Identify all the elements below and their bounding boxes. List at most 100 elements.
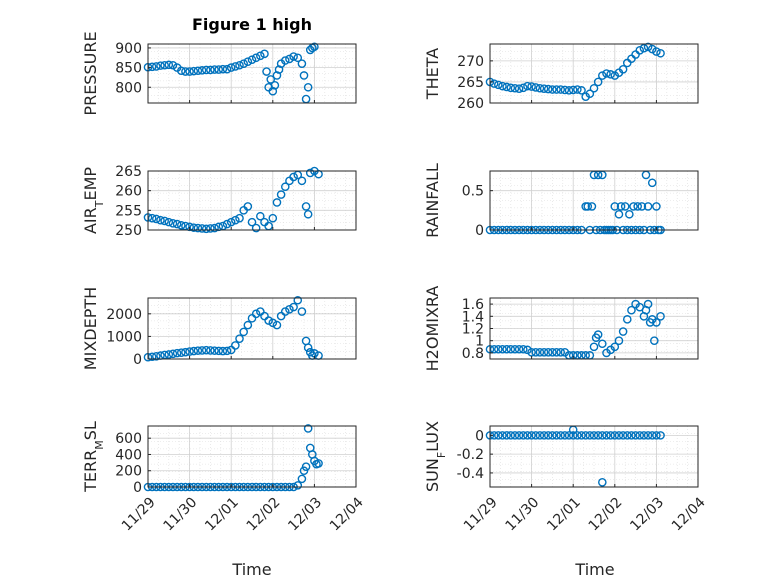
data-point xyxy=(301,462,311,471)
data-point xyxy=(598,71,607,80)
data-point xyxy=(164,350,174,359)
data-point xyxy=(510,431,520,440)
data-point xyxy=(518,344,528,354)
subplot-2: 250 255 260 265 AIRTEMP xyxy=(81,164,357,239)
data-point xyxy=(305,168,315,178)
data-point xyxy=(181,67,190,76)
data-point xyxy=(264,316,273,325)
data-point xyxy=(160,60,169,70)
subplot-0: 800 850 900 PRESSURE xyxy=(81,31,357,116)
data-point xyxy=(523,345,532,355)
data-point xyxy=(593,431,603,440)
data-point xyxy=(643,202,653,211)
data-point xyxy=(556,85,566,94)
data-point xyxy=(643,42,653,52)
x-tick-label: 11/30 xyxy=(160,494,200,534)
data-point xyxy=(280,307,290,316)
data-point xyxy=(639,43,649,53)
y-tick-label: 0 xyxy=(133,480,142,496)
x-tick-label: 12/02 xyxy=(244,494,284,534)
data-point xyxy=(231,341,240,350)
data-point xyxy=(614,336,624,346)
data-point xyxy=(260,49,269,59)
data-point xyxy=(247,55,257,65)
subplot-3: 0 0.5 RAINFALL xyxy=(423,163,699,239)
data-point xyxy=(556,431,566,440)
data-point xyxy=(539,431,549,440)
data-point xyxy=(502,82,511,92)
data-point xyxy=(293,481,303,490)
data-point xyxy=(585,89,595,99)
subplot-5: 0.811.21.41.6 H2OMIXRA xyxy=(423,286,699,371)
data-point xyxy=(189,66,199,76)
data-point xyxy=(502,431,511,440)
data-point xyxy=(650,336,659,346)
data-point xyxy=(280,182,290,192)
data-point xyxy=(531,431,541,440)
data-point xyxy=(239,59,248,68)
axes-frame xyxy=(147,425,357,488)
data-point xyxy=(243,320,253,330)
data-point xyxy=(272,320,282,330)
data-point xyxy=(602,69,611,78)
y-tick-label: 900 xyxy=(115,41,142,57)
data-point xyxy=(552,431,561,440)
data-point xyxy=(193,66,203,76)
axes-frame xyxy=(489,170,699,231)
data-point xyxy=(197,66,207,75)
data-point xyxy=(222,64,232,74)
x-tick-label: 12/03 xyxy=(627,494,667,534)
data-point xyxy=(523,431,532,440)
subplot-grid: 800 850 900 PRESSURE 260 265 270 THETA 250 255 260… xyxy=(81,31,709,534)
data-point xyxy=(164,60,174,70)
data-point xyxy=(498,431,507,440)
data-point xyxy=(270,81,280,90)
x-axis-label-right: Time xyxy=(574,560,614,579)
data-point xyxy=(214,65,224,74)
data-point xyxy=(652,47,661,56)
data-point xyxy=(539,347,549,357)
data-point xyxy=(564,86,574,95)
data-point xyxy=(235,60,244,70)
data-point xyxy=(201,65,211,75)
y-tick-label: 260 xyxy=(115,184,142,200)
data-point xyxy=(498,344,507,354)
data-point xyxy=(656,48,665,58)
data-point xyxy=(598,339,607,349)
data-point xyxy=(652,431,661,440)
data-point xyxy=(160,216,169,226)
data-point xyxy=(598,478,607,487)
y-axis-label: AIRTEMP xyxy=(81,167,106,234)
data-point xyxy=(226,217,236,227)
data-point xyxy=(266,75,276,84)
subplot-7: -0.4 -0.2 0 11/29 11/30 12/01 12/02 12/03 12/04 S… xyxy=(423,421,709,534)
x-tick-label: 12/04 xyxy=(669,494,709,534)
data-point xyxy=(633,202,642,211)
y-tick-label: 255 xyxy=(115,203,142,219)
y-axis-label: MIXDEPTH xyxy=(81,287,100,370)
data-point xyxy=(506,344,516,354)
data-point xyxy=(535,431,545,440)
y-tick-label: 0 xyxy=(475,223,484,239)
data-point xyxy=(535,83,545,93)
data-point xyxy=(168,60,178,70)
data-point xyxy=(489,344,499,354)
data-point xyxy=(498,81,507,91)
x-tick-label: 12/01 xyxy=(544,494,584,534)
data-point xyxy=(510,83,520,93)
data-point xyxy=(206,346,215,355)
axes-frame xyxy=(147,170,357,231)
data-point xyxy=(297,307,307,316)
axes-background xyxy=(490,171,698,230)
data-point xyxy=(185,347,194,356)
data-point xyxy=(210,223,219,233)
data-point xyxy=(297,176,307,186)
data-point xyxy=(189,223,199,232)
data-point xyxy=(303,209,313,219)
x-axis-label-left: Time xyxy=(231,560,271,579)
data-point xyxy=(514,431,524,440)
data-point xyxy=(543,347,553,357)
data-point xyxy=(285,304,294,314)
